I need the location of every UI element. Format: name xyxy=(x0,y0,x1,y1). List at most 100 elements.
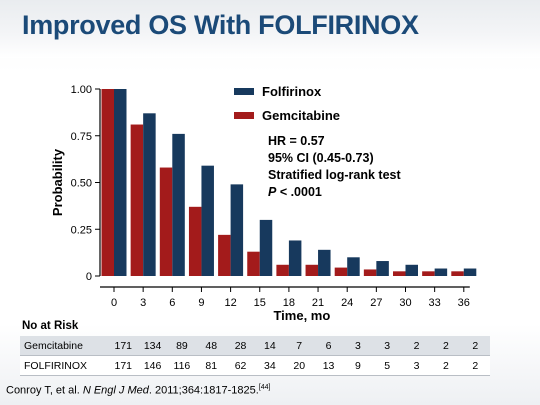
risk-cell: 28 xyxy=(225,336,256,356)
y-tick-label: 0.25 xyxy=(71,224,92,236)
risk-cell: 48 xyxy=(196,336,226,356)
risk-cell: 9 xyxy=(343,355,373,376)
legend-swatch-folfirinox xyxy=(234,88,254,95)
bar-folfirinox-18 xyxy=(288,240,302,276)
y-tick-label: 1.00 xyxy=(71,84,92,96)
bar-gemcitabine-30 xyxy=(393,271,406,276)
citation-journal: N Engl J Med xyxy=(82,384,149,397)
risk-table: Gemcitabine 171 134 89 48 28 14 7 6 3 3 2 2 2 FOLFIRIN… xyxy=(20,336,490,376)
risk-cell: 171 xyxy=(108,336,138,356)
x-tick-label: 24 xyxy=(341,297,353,309)
citation-ref: [44] xyxy=(258,384,271,391)
x-axis-title: Time, mo xyxy=(273,308,330,323)
bar-folfirinox-30 xyxy=(405,264,418,276)
hazard-ratio-text: HR = 0.57 xyxy=(268,134,325,148)
legend-label-gemcitabine: Gemcitabine xyxy=(262,108,340,123)
bar-folfirinox-36 xyxy=(463,268,477,276)
bar-folfirinox-3 xyxy=(143,113,156,276)
risk-row-folfirinox: FOLFIRINOX 171 146 116 81 62 34 20 13 9 5 3 2 2 xyxy=(20,355,490,376)
y-tick-label: 0.50 xyxy=(71,178,92,190)
x-tick-label: 21 xyxy=(312,297,324,309)
citation: Conroy T, et al. N Engl J Med. 2011;364:… xyxy=(6,384,270,397)
risk-cell: 2 xyxy=(431,336,461,356)
x-tick-label: 3 xyxy=(140,297,146,309)
slide-title: Improved OS With FOLFIRINOX xyxy=(22,10,419,40)
bar-folfirinox-24 xyxy=(347,257,360,276)
legend-label-folfirinox: Folfirinox xyxy=(262,84,322,99)
legend-swatch-gemcitabine xyxy=(234,112,254,119)
chart-bars xyxy=(101,89,477,276)
x-tick-label: 27 xyxy=(370,297,382,309)
x-tick-label: 9 xyxy=(198,297,204,309)
risk-cell: 2 xyxy=(460,355,490,376)
bar-folfirinox-12 xyxy=(230,184,244,276)
risk-table-title: No at Risk xyxy=(22,320,79,332)
bar-gemcitabine-3 xyxy=(130,124,144,276)
y-tick-label: 0.75 xyxy=(71,131,92,143)
risk-cell: 2 xyxy=(431,355,461,376)
chart-axes xyxy=(95,88,470,292)
risk-cell: 5 xyxy=(372,355,402,376)
bar-folfirinox-9 xyxy=(201,165,214,276)
p-value-text: P < .0001 xyxy=(268,185,322,199)
x-tick-label: 18 xyxy=(283,297,295,309)
bar-gemcitabine-24 xyxy=(334,267,348,276)
confidence-interval-text: 95% CI (0.45-0.73) xyxy=(268,151,374,165)
risk-cell: 89 xyxy=(167,336,197,356)
x-tick-label: 0 xyxy=(111,297,117,309)
bar-folfirinox-15 xyxy=(259,219,273,276)
risk-row-gemcitabine: Gemcitabine 171 134 89 48 28 14 7 6 3 3 2 2 2 xyxy=(20,336,490,356)
test-name-text: Stratified log-rank test xyxy=(268,168,401,182)
risk-cell: 14 xyxy=(255,336,285,356)
risk-cell: 6 xyxy=(313,336,344,356)
bar-gemcitabine-27 xyxy=(363,269,377,276)
y-tick-label: 0 xyxy=(86,271,92,283)
header-bar xyxy=(0,0,540,58)
bar-folfirinox-0 xyxy=(114,89,127,276)
bar-folfirinox-21 xyxy=(318,249,331,276)
bar-folfirinox-6 xyxy=(172,133,185,276)
citation-details: . 2011;364:1817-1825. xyxy=(148,384,259,397)
stats-annotation: HR = 0.57 95% CI (0.45-0.73) Stratified … xyxy=(268,134,401,199)
bar-gemcitabine-6 xyxy=(159,167,173,276)
risk-cell: 2 xyxy=(401,336,432,356)
risk-cell: 34 xyxy=(255,355,285,376)
risk-cell: 3 xyxy=(372,336,402,356)
x-tick-label: 12 xyxy=(224,297,236,309)
x-tick-label: 36 xyxy=(458,297,470,309)
risk-cell: 2 xyxy=(460,336,490,356)
bar-gemcitabine-21 xyxy=(305,264,319,276)
risk-cell: 13 xyxy=(313,355,344,376)
x-tick-label: 33 xyxy=(429,297,441,309)
bar-gemcitabine-18 xyxy=(276,264,289,276)
risk-row-label: FOLFIRINOX xyxy=(20,355,109,376)
chart-labels: 00.250.500.751.000 3 6 9 12 15 18 21 24 27 30 33 36T… xyxy=(50,84,470,323)
bar-gemcitabine-9 xyxy=(188,206,202,276)
risk-cell: 20 xyxy=(284,355,314,376)
bar-gemcitabine-12 xyxy=(218,234,231,276)
risk-cell: 134 xyxy=(137,336,168,356)
risk-cell: 116 xyxy=(167,355,197,376)
km-bar-chart: 00.250.500.751.000 3 6 9 12 15 18 21 24 27 30 33 36T… xyxy=(50,84,477,323)
legend: Folfirinox Gemcitabine xyxy=(234,84,340,123)
bar-gemcitabine-0 xyxy=(101,89,114,276)
x-tick-label: 15 xyxy=(254,297,266,309)
risk-cell: 81 xyxy=(196,355,226,376)
bar-gemcitabine-33 xyxy=(422,271,435,276)
bar-folfirinox-27 xyxy=(376,261,389,276)
risk-cell: 171 xyxy=(108,355,138,376)
citation-authors: Conroy T, et al. xyxy=(6,384,83,397)
y-axis-title: Probability xyxy=(50,148,65,216)
bar-gemcitabine-15 xyxy=(247,251,260,276)
p-value-rest: < .0001 xyxy=(276,185,322,199)
risk-row-label: Gemcitabine xyxy=(20,336,109,356)
bar-folfirinox-33 xyxy=(434,268,448,276)
bar-gemcitabine-36 xyxy=(451,271,464,276)
x-tick-label: 6 xyxy=(169,297,175,309)
risk-cell: 3 xyxy=(401,355,432,376)
x-tick-label: 30 xyxy=(399,297,411,309)
risk-cell: 7 xyxy=(284,336,314,356)
risk-cell: 3 xyxy=(343,336,373,356)
risk-cell: 62 xyxy=(225,355,256,376)
